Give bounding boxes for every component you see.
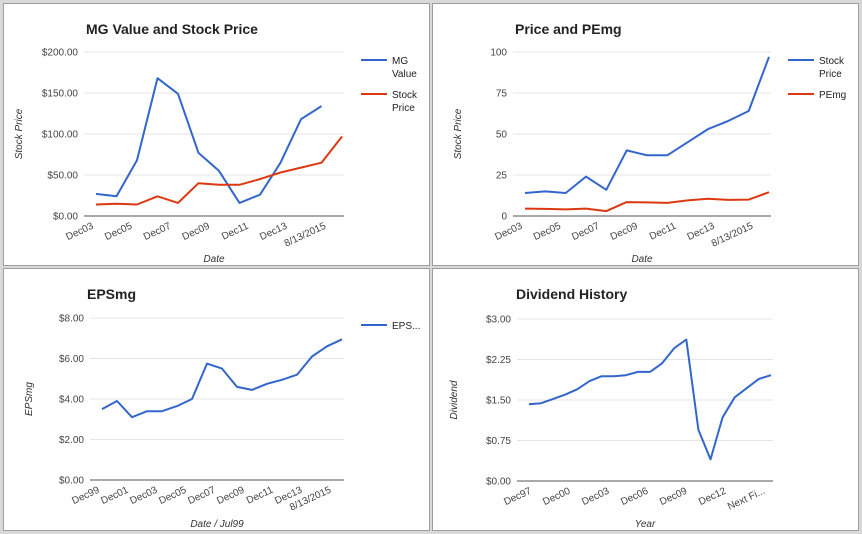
- dividend-history-x-tick-label: Next Fi...: [726, 486, 767, 513]
- epsmg-eps-line: [101, 338, 343, 419]
- mg-value-stock-price-y-tick-label: $0.00: [53, 212, 78, 223]
- dividend-history-y-tick-label: $3.00: [486, 315, 511, 326]
- mg-value-stock-price-legend-label-stock-price: Stock Price: [392, 90, 418, 114]
- mg-value-stock-price-svg: MG Value and Stock Price $0.00 $50.00 $100.…: [14, 21, 418, 265]
- mg-value-stock-price-x-axis-label: Date: [203, 254, 225, 265]
- dividend-history-x-tick-label: Dec09: [658, 486, 689, 508]
- epsmg-x-tick-label: Dec11: [245, 485, 276, 507]
- dividend-history-x-axis-label: Year: [635, 519, 656, 530]
- epsmg-legend-label-eps: EPS...: [392, 321, 420, 332]
- epsmg-svg: EPSmg $0.00 $2.00 $4.00 $6.00 $8.00 Dec99Dec01…: [24, 286, 420, 530]
- epsmg-x-tick-label: Dec05: [157, 485, 188, 507]
- price-pemg-chart-title: Price and PEmg: [515, 21, 622, 37]
- dividend-history-chart: Dividend History $0.00 $0.75 $1.50 $2.25 $3.0…: [432, 268, 859, 531]
- dividend-history-x-tick-label: Dec06: [619, 486, 650, 508]
- dividend-history-svg: Dividend History $0.00 $0.75 $1.50 $2.25 $3.0…: [449, 286, 773, 530]
- price-pemg-legend-label-stock-price: Stock Price: [819, 56, 845, 80]
- price-pemg-x-tick-label: Dec05: [532, 221, 563, 243]
- price-pemg-x-tick-label: Dec03: [493, 221, 524, 243]
- epsmg-chart-title: EPSmg: [87, 286, 136, 302]
- dividend-history-x-tick-label: Dec12: [697, 486, 728, 508]
- mg-value-stock-price-x-tick-label: Dec09: [181, 221, 212, 243]
- price-pemg-x-tick-label: 8/13/2015: [710, 221, 755, 250]
- price-pemg-chart: Price and PEmg 0 25 50 75 100 Dec03 Dec05 Dec07 D…: [432, 3, 859, 266]
- price-pemg-stock-price-line: [524, 56, 770, 194]
- mg-value-stock-price-y-axis-label: Stock Price: [14, 108, 25, 159]
- mg-value-stock-price-y-tick-label: $150.00: [42, 89, 79, 100]
- dividend-history-y-axis-label: Dividend: [449, 380, 460, 419]
- mg-value-stock-price-x-tick-label: Dec11: [220, 221, 251, 243]
- price-pemg-x-tick-label: Dec09: [609, 221, 640, 243]
- epsmg-x-tick-label: Dec03: [128, 485, 159, 507]
- price-pemg-y-tick-label: 100: [490, 48, 507, 59]
- dividend-history-x-tick-label: Dec03: [580, 486, 611, 508]
- mg-value-stock-price-y-tick-label: $100.00: [42, 130, 79, 141]
- dividend-history-y-tick-label: $2.25: [486, 355, 511, 366]
- price-pemg-pemg-line: [524, 191, 770, 213]
- dividend-history-chart-title: Dividend History: [516, 286, 627, 302]
- epsmg-chart: EPSmg $0.00 $2.00 $4.00 $6.00 $8.00 Dec99 Dec01…: [3, 268, 430, 531]
- mg-value-stock-price-chart-title: MG Value and Stock Price: [86, 21, 258, 37]
- price-pemg-svg: Price and PEmg 0 25 50 75 100 Dec03 Dec05 Dec07 D…: [453, 21, 846, 265]
- price-pemg-y-tick-label: 25: [496, 171, 508, 182]
- price-pemg-y-tick-label: 0: [501, 212, 507, 223]
- dividend-history-y-tick-label: $0.00: [486, 477, 511, 488]
- epsmg-x-tick-label: Dec01: [99, 485, 130, 507]
- mg-value-stock-price-y-tick-label: $50.00: [47, 171, 78, 182]
- mg-value-stock-price-x-tick-label: Dec07: [142, 221, 173, 243]
- epsmg-y-axis-label: EPSmg: [24, 382, 35, 416]
- epsmg-y-tick-label: $2.00: [59, 435, 84, 446]
- mg-value-stock-price-x-tick-label: 8/13/2015: [283, 221, 328, 250]
- epsmg-x-tick-label: Dec07: [186, 485, 217, 507]
- price-pemg-y-axis-label: Stock Price: [453, 108, 464, 159]
- dividend-history-y-tick-label: $1.50: [486, 396, 511, 407]
- epsmg-x-axis-label: Date / Jul99: [190, 519, 244, 530]
- epsmg-y-tick-label: $8.00: [59, 314, 84, 325]
- epsmg-x-tick-label: Dec09: [215, 485, 246, 507]
- epsmg-y-tick-label: $6.00: [59, 354, 84, 365]
- mg-value-stock-price-x-tick-label: Dec05: [103, 221, 134, 243]
- price-pemg-legend-label-pemg: PEmg: [819, 90, 846, 101]
- epsmg-y-tick-label: $0.00: [59, 476, 84, 487]
- mg-value-stock-price-stock-price-line: [95, 135, 343, 206]
- dividend-history-x-tick-label: Dec00: [541, 486, 572, 508]
- dividend-history-x-tick-label: Dec97: [502, 486, 533, 508]
- mg-value-stock-price-mg-value-line: [95, 77, 323, 204]
- price-pemg-x-axis-label: Date: [631, 254, 653, 265]
- price-pemg-y-tick-label: 75: [496, 89, 508, 100]
- mg-value-stock-price-y-tick-label: $200.00: [42, 48, 79, 59]
- dividend-history-series-line: [528, 338, 772, 461]
- price-pemg-y-tick-label: 50: [496, 130, 508, 141]
- price-pemg-x-tick-label: Dec07: [570, 221, 601, 243]
- epsmg-x-tick-label: Dec99: [70, 485, 101, 507]
- mg-value-stock-price-chart: MG Value and Stock Price $0.00 $50.00 $100.…: [3, 3, 430, 266]
- mg-value-stock-price-legend-label-mg-value: MG Value: [392, 56, 417, 80]
- dividend-history-y-tick-label: $0.75: [486, 436, 511, 447]
- mg-value-stock-price-x-tick-label: Dec03: [64, 221, 95, 243]
- epsmg-y-tick-label: $4.00: [59, 395, 84, 406]
- price-pemg-x-tick-label: Dec11: [648, 221, 679, 243]
